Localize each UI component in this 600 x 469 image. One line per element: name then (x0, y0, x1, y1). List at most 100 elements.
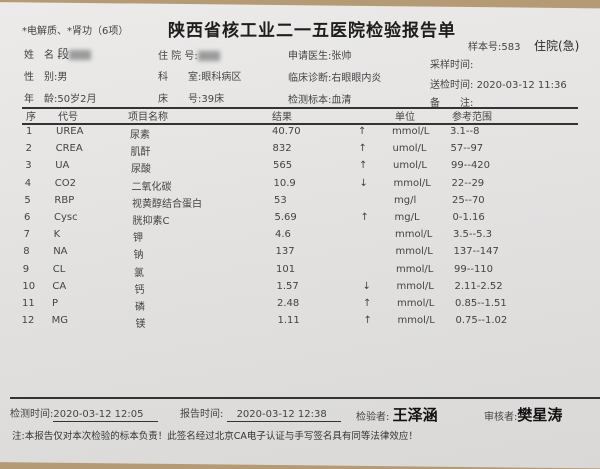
cell-range: 0.75--1.02 (455, 315, 508, 327)
table-row: 7 K 钾 4.6 mmol/L 3.5--5.3 (0, 229, 600, 245)
ward-type: 住院(急) (534, 39, 580, 53)
sample-no: 样本号:583 (468, 42, 521, 53)
redacted-hosp-no (197, 51, 220, 61)
cell-range: 22--29 (451, 177, 485, 189)
tester-signature: 王泽涵 (392, 406, 438, 424)
cell-code: CREA (55, 143, 83, 155)
cell-result: 2.48 (277, 298, 300, 309)
sex-value: 男 (57, 72, 68, 83)
header-result: 结果 (272, 112, 292, 123)
cell-unit: mmol/L (397, 298, 435, 309)
cell-code: NA (53, 246, 68, 258)
table-row: 2 CREA 肌酐 832 ↑ umol/L 57--97 (0, 143, 600, 159)
flag-arrow-icon: ↑ (360, 212, 369, 223)
cell-seq: 2 (25, 143, 32, 155)
cell-result: 1.57 (276, 280, 299, 292)
dept-label: 科 室: (158, 72, 202, 83)
reviewer-label: 审核者: (484, 412, 518, 423)
cell-result: 137 (275, 246, 295, 258)
cell-seq: 8 (23, 246, 30, 258)
cell-result: 4.6 (275, 229, 291, 241)
cell-name: 尿素 (130, 130, 150, 141)
doctor-value: 张帅 (331, 51, 352, 62)
cell-seq: 10 (22, 280, 36, 292)
disclaimer-note: 注:本报告仅对本次检验的标本负责！此签名经过北京CA电子认证与手写签名具有同等法… (12, 431, 418, 442)
cell-unit: mmol/L (396, 280, 434, 292)
report-title: 陕西省核工业二一五医院检验报告单 (168, 21, 456, 41)
cell-seq: 3 (25, 160, 32, 172)
header-code: 代号 (58, 112, 78, 123)
cell-result: 832 (272, 143, 292, 155)
cell-code: Cysc (54, 212, 78, 223)
cell-name: 肌酐 (130, 147, 151, 159)
sampling-time-label: 采样时间: (430, 60, 474, 71)
cell-name: 尿酸 (131, 164, 151, 176)
cell-result: 40.70 (272, 126, 301, 137)
name-label: 姓 名 (24, 50, 54, 61)
cell-range: 3.1--8 (450, 126, 480, 137)
cell-name: 镁 (135, 319, 146, 331)
table-row: 12 MG 镁 1.11 ↑ mmol/L 0.75--1.02 (0, 315, 600, 331)
flag-arrow-icon: ↑ (358, 143, 367, 155)
cell-range: 137--147 (453, 246, 499, 258)
table-row: 9 CL 氯 101 mmol/L 99--110 (0, 264, 600, 280)
diagnosis-value: 右眼眼内炎 (331, 73, 382, 84)
cell-range: 0-1.16 (452, 212, 485, 223)
cell-unit: mmol/L (395, 229, 433, 241)
header-name: 项目名称 (128, 112, 168, 123)
cell-name: 钙 (134, 284, 145, 296)
cell-name: 钠 (133, 250, 144, 262)
cell-name: 二氧化碳 (131, 181, 172, 193)
cell-result: 1.11 (277, 315, 300, 327)
table-row: 3 UA 尿酸 565 ↑ umol/L 99--420 (0, 160, 600, 176)
divider (10, 397, 600, 399)
cell-range: 99--110 (454, 263, 494, 275)
bed-value: 39床 (201, 94, 225, 105)
cell-seq: 11 (22, 298, 35, 309)
cell-unit: mg/l (394, 194, 417, 206)
cell-code: P (52, 298, 59, 309)
cell-range: 3.5--5.3 (453, 229, 493, 241)
cell-unit: mmol/L (395, 246, 433, 258)
cell-unit: mmol/L (393, 177, 431, 189)
cell-range: 99--420 (451, 160, 491, 172)
flag-arrow-icon: ↑ (358, 126, 367, 137)
table-row: 4 CO2 二氧化碳 10.9 ↓ mmol/L 22--29 (0, 178, 600, 194)
cell-seq: 12 (21, 315, 35, 327)
cell-code: CA (52, 280, 67, 292)
age-value: 50岁2月 (57, 94, 97, 105)
divider (22, 107, 578, 109)
header-unit: 单位 (395, 112, 415, 123)
cell-name: 钾 (133, 233, 143, 245)
table-header: 序 代号 项目名称 结果 单位 参考范围 (0, 108, 600, 124)
cell-seq: 5 (24, 194, 31, 206)
cell-name: 视黄醇结合蛋白 (132, 198, 202, 210)
cell-result: 101 (276, 263, 296, 275)
age-label: 年 龄: (24, 94, 58, 105)
cell-name: 磷 (135, 302, 145, 313)
specimen-value: 血清 (331, 95, 352, 106)
sex-label: 性 别: (24, 72, 58, 83)
doctor-label: 申请医生: (288, 51, 332, 62)
cell-result: 5.69 (274, 212, 297, 223)
divider (22, 123, 578, 125)
cell-code: MG (51, 315, 68, 327)
cell-result: 10.9 (273, 177, 296, 189)
cell-code: CO2 (54, 177, 77, 189)
cell-unit: umol/L (392, 143, 427, 155)
cell-seq: 4 (24, 177, 32, 189)
cell-code: UA (55, 160, 70, 172)
cell-unit: mg/L (394, 212, 420, 223)
cell-unit: mmol/L (396, 263, 434, 275)
cell-code: K (53, 229, 61, 241)
remark-label: 备 注: (430, 98, 474, 109)
send-time-label: 送检时间: (430, 80, 474, 91)
dept-value: 眼科病区 (201, 72, 242, 83)
flag-arrow-icon: ↓ (359, 177, 368, 189)
cell-range: 57--97 (450, 143, 484, 155)
cell-unit: mmol/L (392, 126, 430, 137)
cell-name: 胱抑素C (132, 216, 170, 227)
specimen-label: 检测标本: (288, 95, 332, 106)
table-row: 8 NA 钠 137 mmol/L 137--147 (0, 246, 600, 262)
cell-code: RBP (54, 194, 75, 206)
